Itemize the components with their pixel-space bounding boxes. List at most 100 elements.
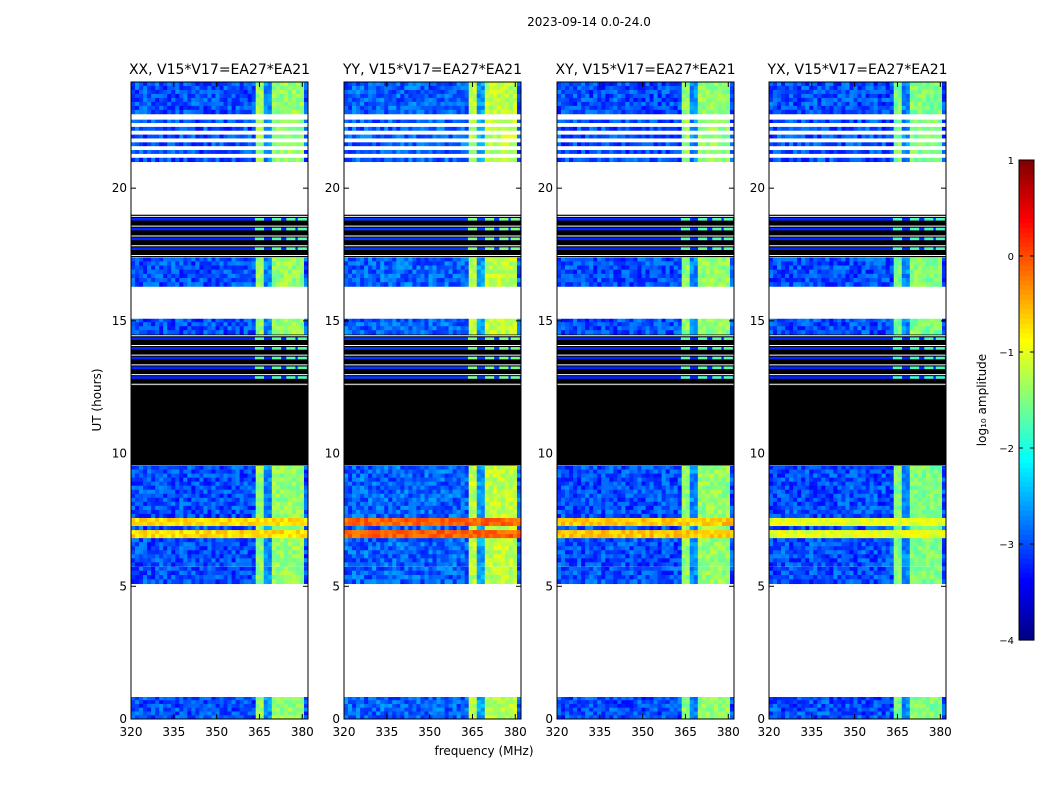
heat-cell xyxy=(147,127,151,131)
heat-cell xyxy=(232,550,236,554)
heat-cell xyxy=(513,257,517,262)
heat-cell xyxy=(199,102,203,106)
heat-cell xyxy=(505,542,509,546)
heat-cell xyxy=(396,530,400,534)
heat-cell xyxy=(159,94,163,98)
heat-cell xyxy=(159,490,163,494)
heat-cell xyxy=(195,530,199,534)
heat-cell xyxy=(183,278,187,283)
heat-cell xyxy=(268,90,272,94)
heat-cell xyxy=(416,278,420,283)
heat-cell xyxy=(384,330,388,334)
heat-cell xyxy=(220,150,224,154)
heat-cell xyxy=(416,522,420,526)
heat-cell xyxy=(199,579,203,584)
heat-cell xyxy=(493,261,497,266)
heat-cell xyxy=(404,127,408,131)
segment-data xyxy=(344,257,521,287)
heat-cell xyxy=(481,700,485,704)
heat-cell xyxy=(187,708,191,712)
heat-cell xyxy=(179,98,183,102)
heat-cell xyxy=(264,711,268,715)
heat-cell xyxy=(280,270,284,275)
heat-cell xyxy=(400,466,404,470)
heat-cell xyxy=(449,550,453,554)
heat-cell xyxy=(232,474,236,478)
heat-cell xyxy=(300,127,304,131)
heat-cell xyxy=(412,704,416,708)
heat-cell xyxy=(408,282,412,287)
heat-cell xyxy=(240,478,244,482)
heat-cell xyxy=(131,98,135,102)
heat-cell xyxy=(481,482,485,486)
heat-cell xyxy=(509,518,513,522)
heat-cell xyxy=(465,261,469,266)
heat-cell xyxy=(384,278,388,283)
heat-cell xyxy=(248,110,252,114)
heat-cell xyxy=(264,571,268,576)
heat-cell xyxy=(199,571,203,576)
heat-cell xyxy=(215,90,219,94)
heat-cell xyxy=(388,326,392,330)
heat-cell xyxy=(433,257,437,262)
heat-cell xyxy=(428,530,432,534)
heat-cell xyxy=(228,102,232,106)
heat-cell xyxy=(465,530,469,534)
heat-cell xyxy=(493,538,497,542)
heat-cell xyxy=(256,102,260,106)
heat-cell xyxy=(408,490,412,494)
heat-cell xyxy=(232,566,236,571)
heat-cell xyxy=(292,482,296,486)
heat-cell xyxy=(139,542,143,546)
heat-cell xyxy=(163,466,167,470)
heat-cell xyxy=(236,546,240,550)
heat-cell xyxy=(228,86,232,90)
heat-cell xyxy=(292,502,296,506)
gap-line xyxy=(131,131,308,133)
heat-cell xyxy=(159,110,163,114)
heat-cell xyxy=(179,554,183,558)
heat-cell xyxy=(215,538,219,542)
heat-cell xyxy=(501,466,505,470)
heat-cell xyxy=(392,486,396,490)
heat-cell xyxy=(151,558,155,562)
heat-cell xyxy=(183,270,187,275)
heat-cell xyxy=(272,518,276,522)
heat-cell xyxy=(207,282,211,287)
heat-cell xyxy=(191,534,195,538)
heat-cell xyxy=(240,150,244,154)
heat-cell xyxy=(167,482,171,486)
flagged-block xyxy=(344,386,521,466)
heat-cell xyxy=(139,700,143,704)
heat-cell xyxy=(240,700,244,704)
heat-cell xyxy=(228,135,232,139)
heat-cell xyxy=(224,90,228,94)
heat-cell xyxy=(252,326,256,330)
heat-cell xyxy=(232,274,236,279)
heat-cell xyxy=(167,266,171,271)
heat-cell xyxy=(228,474,232,478)
heat-cell xyxy=(296,550,300,554)
heat-cell xyxy=(428,554,432,558)
heat-cell xyxy=(513,494,517,498)
heat-cell xyxy=(159,530,163,534)
heat-cell xyxy=(248,470,252,474)
heat-cell xyxy=(360,522,364,526)
heat-cell xyxy=(155,554,159,558)
heat-cell xyxy=(461,494,465,498)
heat-cell xyxy=(224,478,228,482)
heat-cell xyxy=(228,518,232,522)
heat-cell xyxy=(248,538,252,542)
heat-cell xyxy=(175,261,179,266)
heat-cell xyxy=(420,526,424,530)
heat-cell xyxy=(368,522,372,526)
heat-cell xyxy=(412,534,416,538)
heat-cell xyxy=(372,270,376,275)
heat-cell xyxy=(268,494,272,498)
heat-cell xyxy=(428,278,432,283)
heat-cell xyxy=(207,270,211,275)
heat-cell xyxy=(416,502,420,506)
heat-cell xyxy=(284,270,288,275)
heat-cell xyxy=(236,510,240,514)
heat-cell xyxy=(199,119,203,123)
